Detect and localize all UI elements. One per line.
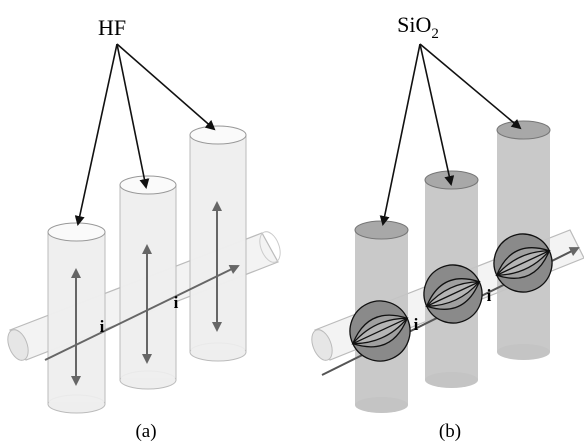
panel-b: SiO2 i i (b)	[311, 12, 584, 442]
pointer-arrows	[379, 43, 522, 226]
current-label: i	[174, 293, 179, 312]
material-label: SiO2	[397, 12, 439, 42]
current-label: i	[414, 315, 419, 334]
material-label-base: SiO	[397, 12, 431, 37]
caption: (a)	[135, 421, 156, 442]
panel-a: HF i i (a)	[7, 15, 281, 442]
field-spheres	[349, 233, 553, 362]
caption: (b)	[439, 421, 461, 442]
wire-left	[47, 222, 106, 414]
current-arrow	[44, 265, 240, 361]
field-arrows	[71, 201, 222, 386]
pointer-arrows	[74, 43, 216, 226]
material-label-subscript: 2	[431, 26, 439, 42]
material-label: HF	[98, 15, 126, 40]
current-label: i	[100, 317, 105, 336]
current-label: i	[487, 286, 492, 305]
